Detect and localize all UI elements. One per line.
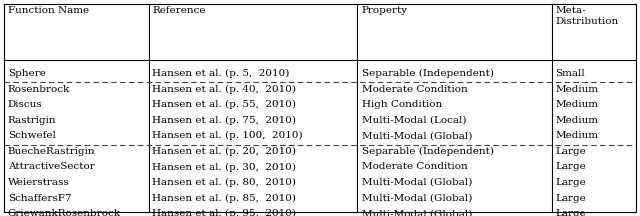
Text: Small: Small [556, 69, 585, 78]
Text: Rastrigin: Rastrigin [8, 116, 56, 125]
Text: Weierstrass: Weierstrass [8, 178, 69, 187]
Text: BuecheRastrigin: BuecheRastrigin [8, 147, 95, 156]
Text: Large: Large [556, 178, 586, 187]
Text: Multi-Modal (Global): Multi-Modal (Global) [362, 209, 472, 216]
Text: SchaffersF7: SchaffersF7 [8, 194, 71, 203]
Text: Moderate Condition: Moderate Condition [362, 85, 467, 94]
Text: Hansen et al. (p. 40,  2010): Hansen et al. (p. 40, 2010) [152, 85, 296, 94]
Text: Large: Large [556, 147, 586, 156]
Text: GriewankRosenbrock: GriewankRosenbrock [8, 209, 121, 216]
Text: Hansen et al. (p. 80,  2010): Hansen et al. (p. 80, 2010) [152, 178, 296, 187]
Text: Property: Property [362, 6, 408, 16]
Text: Multi-Modal (Global): Multi-Modal (Global) [362, 178, 472, 187]
Text: Separable (Independent): Separable (Independent) [362, 69, 493, 78]
Text: Multi-Modal (Global): Multi-Modal (Global) [362, 131, 472, 140]
Text: Hansen et al. (p. 5,  2010): Hansen et al. (p. 5, 2010) [152, 69, 290, 78]
Text: Hansen et al. (p. 75,  2010): Hansen et al. (p. 75, 2010) [152, 116, 296, 125]
Text: Hansen et al. (p. 20,  2010): Hansen et al. (p. 20, 2010) [152, 147, 296, 156]
Text: Sphere: Sphere [8, 69, 45, 78]
Text: Medium: Medium [556, 131, 598, 140]
Text: Hansen et al. (p. 30,  2010): Hansen et al. (p. 30, 2010) [152, 162, 296, 172]
Text: Hansen et al. (p. 55,  2010): Hansen et al. (p. 55, 2010) [152, 100, 296, 109]
Text: Large: Large [556, 162, 586, 172]
Text: Schwefel: Schwefel [8, 131, 56, 140]
Text: Multi-Modal (Local): Multi-Modal (Local) [362, 116, 466, 125]
Text: Moderate Condition: Moderate Condition [362, 162, 467, 172]
Text: Hansen et al. (p. 95,  2010): Hansen et al. (p. 95, 2010) [152, 209, 296, 216]
Text: AttractiveSector: AttractiveSector [8, 162, 95, 172]
Text: Reference: Reference [152, 6, 206, 16]
Text: Large: Large [556, 209, 586, 216]
Text: Medium: Medium [556, 116, 598, 125]
Text: Medium: Medium [556, 100, 598, 109]
Text: Multi-Modal (Global): Multi-Modal (Global) [362, 194, 472, 203]
Text: Function Name: Function Name [8, 6, 89, 16]
Text: Hansen et al. (p. 100,  2010): Hansen et al. (p. 100, 2010) [152, 131, 303, 140]
Text: Separable (Independent): Separable (Independent) [362, 147, 493, 156]
Text: Discus: Discus [8, 100, 42, 109]
Text: Large: Large [556, 194, 586, 203]
Text: Hansen et al. (p. 85,  2010): Hansen et al. (p. 85, 2010) [152, 194, 296, 203]
Text: Meta-
Distribution: Meta- Distribution [556, 6, 619, 26]
Text: Rosenbrock: Rosenbrock [8, 85, 70, 94]
Text: High Condition: High Condition [362, 100, 442, 109]
Text: Medium: Medium [556, 85, 598, 94]
